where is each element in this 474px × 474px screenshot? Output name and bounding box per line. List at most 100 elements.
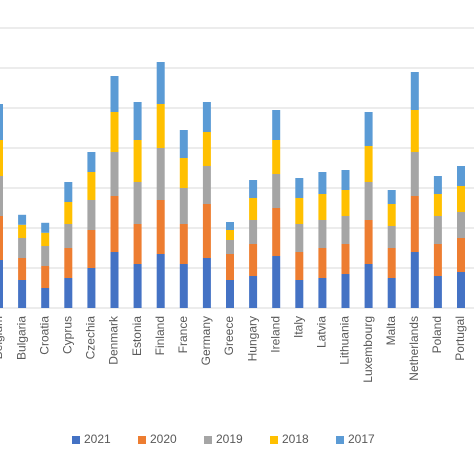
x-tick-label: France <box>176 316 190 354</box>
bar-segment <box>179 158 188 188</box>
bar-segment <box>457 238 465 272</box>
bar-segment <box>387 204 396 226</box>
x-tick-label: Estonia <box>130 316 144 356</box>
legend-label: 2017 <box>348 432 375 446</box>
bar-segment <box>457 166 465 186</box>
x-tick-label: Portugal <box>453 316 467 361</box>
bar-segment <box>41 232 50 246</box>
bar-segment <box>226 280 234 308</box>
bar-segment <box>64 202 73 224</box>
legend-label: 2020 <box>150 432 177 446</box>
bar-segment <box>341 170 350 190</box>
bar-segment <box>410 252 419 308</box>
bar-segment <box>41 222 50 233</box>
bar-segment <box>179 188 188 224</box>
x-tick-label: Finland <box>153 316 167 355</box>
bar-segment <box>249 180 258 198</box>
bar-segment <box>341 244 350 274</box>
bar-segment <box>64 248 73 278</box>
bar-segment <box>433 216 442 244</box>
bar-segment <box>249 198 258 220</box>
bar-segment <box>457 212 465 238</box>
bar-segment <box>179 224 188 264</box>
bar-segment <box>0 216 3 260</box>
bar-segment <box>249 276 258 308</box>
bar-segment <box>318 248 327 278</box>
bar-segment <box>87 268 96 308</box>
x-tick-label: Malta <box>384 316 398 346</box>
legend-label: 2019 <box>216 432 243 446</box>
bar-segment <box>64 224 73 248</box>
bar-segment <box>387 190 396 204</box>
x-tick-label: Latvia <box>315 316 329 348</box>
legend-swatch <box>270 436 278 444</box>
bar-segment <box>0 104 3 140</box>
bar-segment <box>410 110 419 152</box>
bar-segment <box>87 200 96 230</box>
bar-segment <box>18 224 27 238</box>
bar-segment <box>318 278 327 308</box>
legend-swatch <box>204 436 212 444</box>
bar-segment <box>318 194 327 220</box>
bar-segment <box>202 166 211 204</box>
bar-segment <box>364 264 373 308</box>
x-tick-label: Belgium <box>0 316 5 359</box>
legend-label: 2021 <box>84 432 111 446</box>
bar-segment <box>341 274 350 308</box>
bar-segment <box>295 178 304 198</box>
bar-segment <box>133 224 142 264</box>
bar-segment <box>295 224 304 252</box>
bar-segment <box>0 260 3 308</box>
bar-segment <box>179 130 188 158</box>
x-tick-label: Germany <box>199 316 213 365</box>
bar-segment <box>87 152 96 172</box>
bar-segment <box>156 62 165 104</box>
bar-segment <box>364 146 373 182</box>
bar-segment <box>18 214 27 225</box>
bar-segment <box>341 216 350 244</box>
bar-segment <box>156 148 165 200</box>
bar-segment <box>410 72 419 110</box>
bar-segment <box>110 196 119 252</box>
bar-segment <box>457 186 465 212</box>
bar-segment <box>133 264 142 308</box>
bar-segment <box>226 254 234 280</box>
bar-segment <box>0 176 3 216</box>
x-tick-label: Poland <box>430 316 444 353</box>
bar-segment <box>133 102 142 140</box>
bar-segment <box>457 272 465 308</box>
bar-segment <box>18 280 27 308</box>
bar-segment <box>226 222 234 230</box>
bar-segment <box>433 176 442 194</box>
bar-segment <box>249 244 258 276</box>
bar-segment <box>202 132 211 166</box>
bar-segment <box>295 252 304 280</box>
bar-segment <box>18 258 27 280</box>
bar-segment <box>64 182 73 202</box>
legend-swatch <box>72 436 80 444</box>
bar-segment <box>433 244 442 276</box>
bar-segment <box>433 194 442 216</box>
bar-segment <box>364 220 373 264</box>
bar-segment <box>387 278 396 308</box>
bar-segment <box>202 204 211 258</box>
x-tick-label: Denmark <box>107 315 121 365</box>
bar-segment <box>249 220 258 244</box>
bar-segment <box>364 112 373 146</box>
bar-segment <box>410 152 419 196</box>
bar-segment <box>179 264 188 308</box>
x-tick-label: Cyprus <box>60 316 74 354</box>
x-tick-label: Hungary <box>245 316 259 361</box>
legend-swatch <box>138 436 146 444</box>
bar-segment <box>156 254 165 308</box>
x-tick-label: Greece <box>222 316 236 356</box>
bar-segment <box>295 198 304 224</box>
bar-segment <box>387 248 396 278</box>
bar-segment <box>272 256 281 308</box>
legend-swatch <box>336 436 344 444</box>
bar-segment <box>272 110 281 140</box>
bar-segment <box>387 226 396 248</box>
bar-segment <box>272 140 281 174</box>
bar-segment <box>41 288 50 308</box>
x-tick-label: Ireland <box>268 316 282 353</box>
